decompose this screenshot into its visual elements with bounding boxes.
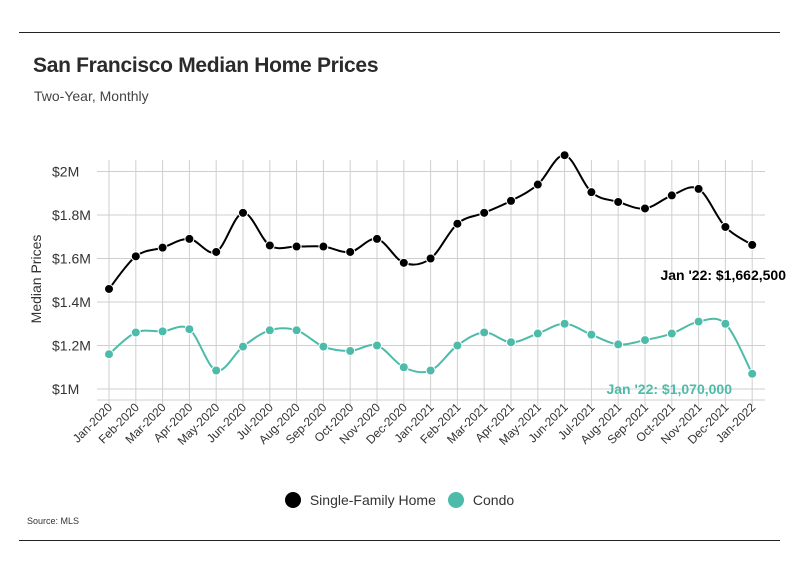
data-point-condo (345, 345, 356, 356)
legend-label-single-family: Single-Family Home (309, 492, 436, 508)
y-tick-label: $1.8M (52, 207, 91, 223)
data-point-condo (666, 328, 677, 339)
data-point-condo (211, 365, 222, 376)
y-axis-label: Median Prices (28, 235, 44, 324)
condo-swatch-icon (447, 492, 464, 508)
data-point-single-family-home (211, 246, 222, 257)
data-point-condo (506, 337, 516, 348)
y-tick-label: $1.6M (52, 251, 91, 267)
data-point-single-family-home (264, 240, 275, 251)
data-point-single-family-home (559, 150, 570, 161)
legend-item-condo: Condo (447, 492, 515, 508)
data-point-condo (291, 325, 302, 336)
y-tick-label: $1.2M (52, 338, 91, 354)
data-point-condo (747, 368, 758, 379)
data-point-single-family-home (345, 246, 356, 257)
y-tick-label: $2M (52, 164, 79, 180)
data-point-condo (318, 341, 329, 352)
legend: Single-Family Home Condo (0, 492, 799, 508)
data-point-single-family-home (532, 179, 543, 190)
data-point-condo (104, 349, 114, 360)
data-point-single-family-home (318, 241, 329, 252)
data-point-condo (238, 341, 248, 352)
data-point-single-family-home (130, 251, 141, 262)
grid (97, 160, 765, 406)
source-note: Source: MLS (27, 516, 80, 526)
series-layer (104, 150, 758, 379)
single-family-annotation: Jan '22: $1,662,500 (660, 267, 786, 283)
data-point-single-family-home (238, 207, 248, 218)
data-point-single-family-home (586, 187, 597, 198)
data-point-single-family-home (157, 242, 168, 253)
x-axis-ticks: Jan-2020Feb-2020Mar-2020Apr-2020May-2020… (70, 400, 759, 448)
data-point-condo (398, 362, 409, 373)
data-point-condo (613, 339, 624, 350)
data-point-single-family-home (666, 190, 677, 201)
data-point-single-family-home (184, 233, 195, 244)
data-point-condo (693, 316, 704, 327)
data-point-single-family-home (720, 221, 731, 232)
data-point-condo (532, 328, 543, 339)
data-point-single-family-home (693, 183, 704, 194)
data-point-condo (586, 329, 597, 340)
data-point-single-family-home (425, 253, 436, 264)
data-point-single-family-home (372, 233, 382, 244)
data-point-single-family-home (104, 283, 114, 294)
data-point-condo (425, 365, 436, 376)
data-point-single-family-home (613, 196, 624, 207)
bottom-rule (19, 540, 780, 541)
chart-title: San Francisco Median Home Prices (33, 54, 379, 77)
data-point-single-family-home (291, 241, 302, 252)
data-point-single-family-home (747, 239, 758, 250)
data-point-condo (452, 340, 463, 351)
y-tick-label: $1M (52, 381, 79, 397)
legend-label-condo: Condo (472, 492, 515, 508)
data-point-single-family-home (452, 218, 463, 229)
single-family-swatch-icon (284, 492, 301, 508)
chart-subtitle: Two-Year, Monthly (34, 88, 149, 104)
series-single-family-home (104, 150, 758, 294)
data-point-condo (559, 318, 570, 329)
data-point-single-family-home (640, 203, 650, 214)
top-rule (19, 32, 780, 33)
y-axis-ticks: $1M $1.2M $1.4M $1.6M $1.8M $2M (52, 164, 91, 398)
legend-item-single-family: Single-Family Home (284, 492, 436, 508)
data-point-single-family-home (479, 207, 490, 218)
data-point-single-family-home (506, 195, 516, 206)
series-condo (104, 316, 758, 379)
data-point-condo (184, 324, 195, 335)
data-point-condo (372, 340, 382, 351)
y-tick-label: $1.4M (52, 294, 91, 310)
data-point-condo (130, 327, 141, 338)
data-point-single-family-home (398, 257, 409, 268)
data-point-condo (479, 327, 490, 338)
condo-annotation: Jan '22: $1,070,000 (606, 381, 732, 397)
data-point-condo (720, 318, 731, 329)
data-point-condo (640, 335, 650, 346)
data-point-condo (157, 326, 168, 337)
data-point-condo (264, 325, 275, 336)
